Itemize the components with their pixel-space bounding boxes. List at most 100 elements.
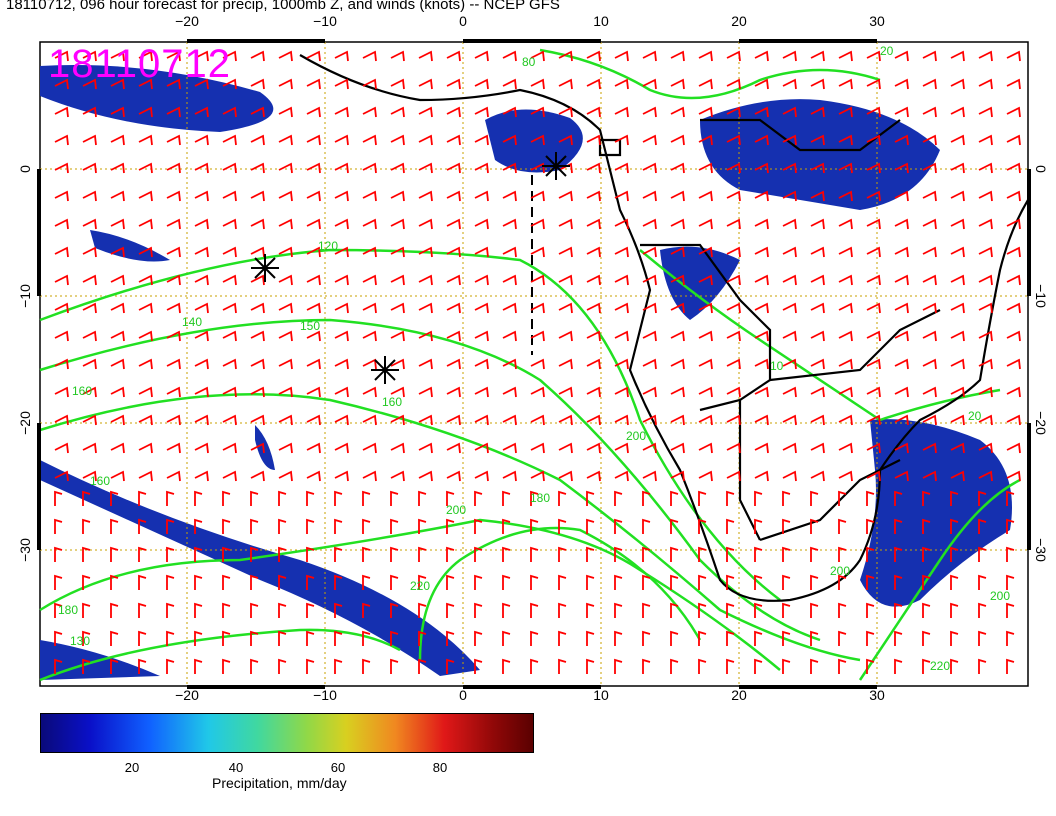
wind-barb: [446, 602, 455, 618]
wind-barb: [866, 414, 881, 426]
wind-barb: [642, 302, 657, 314]
wind-barb: [726, 134, 741, 146]
wind-barb: [726, 470, 741, 482]
wind-barb: [1006, 386, 1021, 398]
wind-barb: [306, 218, 321, 230]
wind-barb: [530, 574, 539, 590]
wind-barb: [978, 330, 993, 342]
wind-barb: [110, 442, 125, 454]
wind-barb: [950, 658, 959, 674]
wind-barb: [1006, 78, 1021, 90]
lat-labels-left: 0 −10 −20 −30: [17, 165, 33, 562]
wind-barb: [670, 274, 685, 286]
wind-barb: [334, 106, 349, 118]
wind-barb: [782, 546, 791, 562]
wind-barb: [810, 246, 825, 258]
wind-barb: [418, 386, 433, 398]
wind-barb: [446, 134, 461, 146]
colorbar-tick: 40: [228, 760, 244, 775]
wind-barb: [642, 274, 657, 286]
wind-barb: [1006, 218, 1021, 230]
lat-label: −20: [1033, 411, 1049, 435]
wind-barb: [614, 134, 629, 146]
wind-barb: [558, 470, 573, 482]
wind-barb: [530, 302, 545, 314]
wind-barb: [894, 50, 909, 62]
wind-barb: [754, 414, 769, 426]
wind-barb: [334, 358, 349, 370]
wind-barb: [250, 630, 259, 646]
wind-barb: [250, 78, 265, 90]
wind-barb: [782, 246, 797, 258]
wind-barb: [782, 218, 797, 230]
wind-barb: [110, 134, 125, 146]
precip-southeast-africa: [860, 419, 1012, 607]
wind-barb: [530, 218, 545, 230]
wind-barb: [222, 470, 237, 482]
wind-barb: [922, 574, 931, 590]
wind-barb: [166, 490, 175, 506]
wind-barb: [110, 490, 119, 506]
wind-barb: [586, 630, 595, 646]
wind-barb: [166, 302, 181, 314]
border-zambia: [769, 309, 941, 382]
contour-label: 160: [72, 384, 92, 398]
wind-barb: [558, 246, 573, 258]
wind-barb: [726, 386, 741, 398]
border-small: [598, 138, 622, 157]
wind-barb: [502, 302, 517, 314]
wind-barb: [110, 574, 119, 590]
wind-barb: [810, 602, 819, 618]
wind-barb: [586, 218, 601, 230]
wind-barb: [334, 218, 349, 230]
wind-barb: [782, 190, 797, 202]
wind-barb: [614, 274, 629, 286]
wind-barb: [278, 330, 293, 342]
wind-barb: [334, 658, 343, 674]
wind-barb: [894, 414, 909, 426]
wind-barb: [586, 518, 595, 534]
wind-barb: [362, 386, 377, 398]
wind-barb: [586, 246, 601, 258]
wind-barb: [614, 218, 629, 230]
wind-barb: [250, 162, 265, 174]
wind-barb: [138, 518, 147, 534]
wind-barb: [782, 658, 791, 674]
wind-barb: [782, 302, 797, 314]
contour-label: 180: [58, 603, 78, 617]
wind-barb: [614, 442, 629, 454]
wind-barb: [922, 658, 931, 674]
wind-barb: [446, 50, 461, 62]
wind-barb: [894, 302, 909, 314]
wind-barb: [306, 134, 321, 146]
wind-barb: [54, 302, 69, 314]
wind-barb: [642, 78, 657, 90]
wind-barb: [474, 358, 489, 370]
wind-barb: [558, 602, 567, 618]
wind-barb: [502, 78, 517, 90]
wind-barb: [390, 602, 399, 618]
wind-barb: [950, 78, 965, 90]
wind-barb: [950, 630, 959, 646]
wind-barb: [586, 602, 595, 618]
wind-barb: [558, 630, 567, 646]
wind-barb: [222, 602, 231, 618]
wind-barb: [726, 302, 741, 314]
wind-barb: [782, 470, 797, 482]
wind-barb: [82, 658, 91, 674]
wind-barb: [222, 50, 237, 62]
wind-barb: [782, 358, 797, 370]
contour-label: 200: [830, 564, 850, 578]
wind-barb: [866, 190, 881, 202]
wind-barb: [278, 414, 293, 426]
wind-barb: [446, 658, 455, 674]
wind-barb: [250, 602, 259, 618]
wind-barb: [642, 658, 651, 674]
wind-barb: [390, 134, 405, 146]
wind-barb: [418, 190, 433, 202]
wind-barb: [642, 602, 651, 618]
wind-barb: [754, 518, 763, 534]
wind-barb: [642, 50, 657, 62]
wind-barb: [558, 134, 573, 146]
wind-barb: [362, 546, 371, 562]
